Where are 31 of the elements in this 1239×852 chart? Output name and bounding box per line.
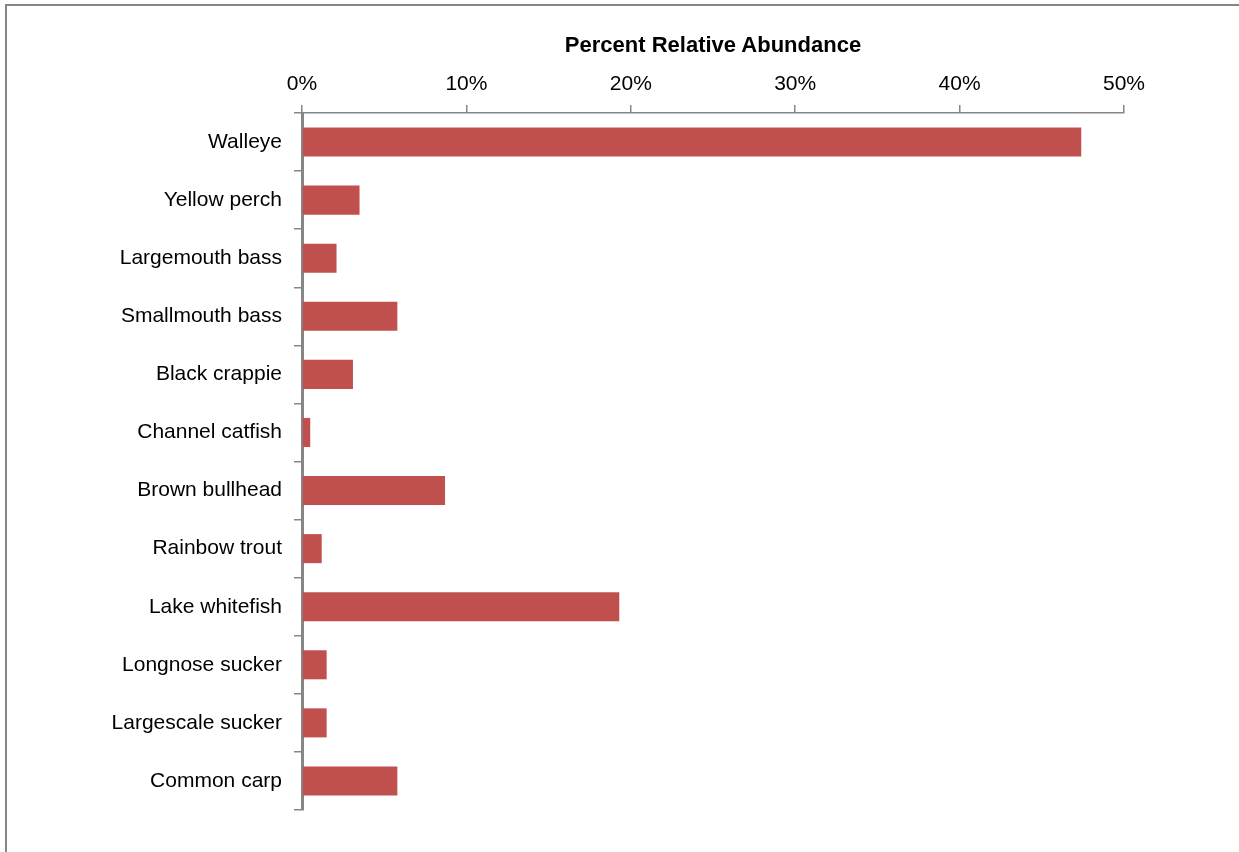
y-tick-label: Largescale sucker [111, 709, 282, 733]
y-tick-label: Walleye [208, 128, 282, 152]
y-tick-label: Lake whitefish [148, 593, 282, 617]
x-tick-label: 30% [774, 71, 817, 95]
x-tick-label: 10% [445, 71, 488, 95]
x-tick-label: 50% [1102, 71, 1146, 95]
x-axis-title: Percent Relative Abundance [564, 32, 862, 58]
y-tick-label: Largemouth bass [119, 245, 282, 269]
y-tick-label: Common carp [150, 767, 282, 791]
y-tick-label: Smallmouth bass [120, 303, 282, 327]
bar [302, 592, 620, 622]
x-tick-label: 0% [286, 71, 318, 95]
bar [302, 476, 446, 506]
y-tick-label: Rainbow trout [152, 535, 283, 559]
bar [302, 766, 398, 796]
bar [302, 301, 398, 331]
y-tick-label: Brown bullhead [137, 477, 282, 501]
bar [302, 534, 322, 564]
bar [302, 708, 327, 738]
bar [302, 417, 311, 447]
y-tick-label: Yellow perch [163, 186, 282, 210]
y-tick-label: Channel catfish [137, 419, 282, 443]
y-tick-label: Black crappie [155, 361, 282, 385]
bar [302, 185, 360, 215]
bar [302, 127, 1082, 157]
x-tick-label: 40% [938, 71, 981, 95]
x-tick-label: 20% [609, 71, 652, 95]
bar [302, 359, 353, 389]
bar [302, 243, 337, 273]
y-tick-label: Longnose sucker [122, 651, 282, 675]
bar [302, 650, 327, 680]
